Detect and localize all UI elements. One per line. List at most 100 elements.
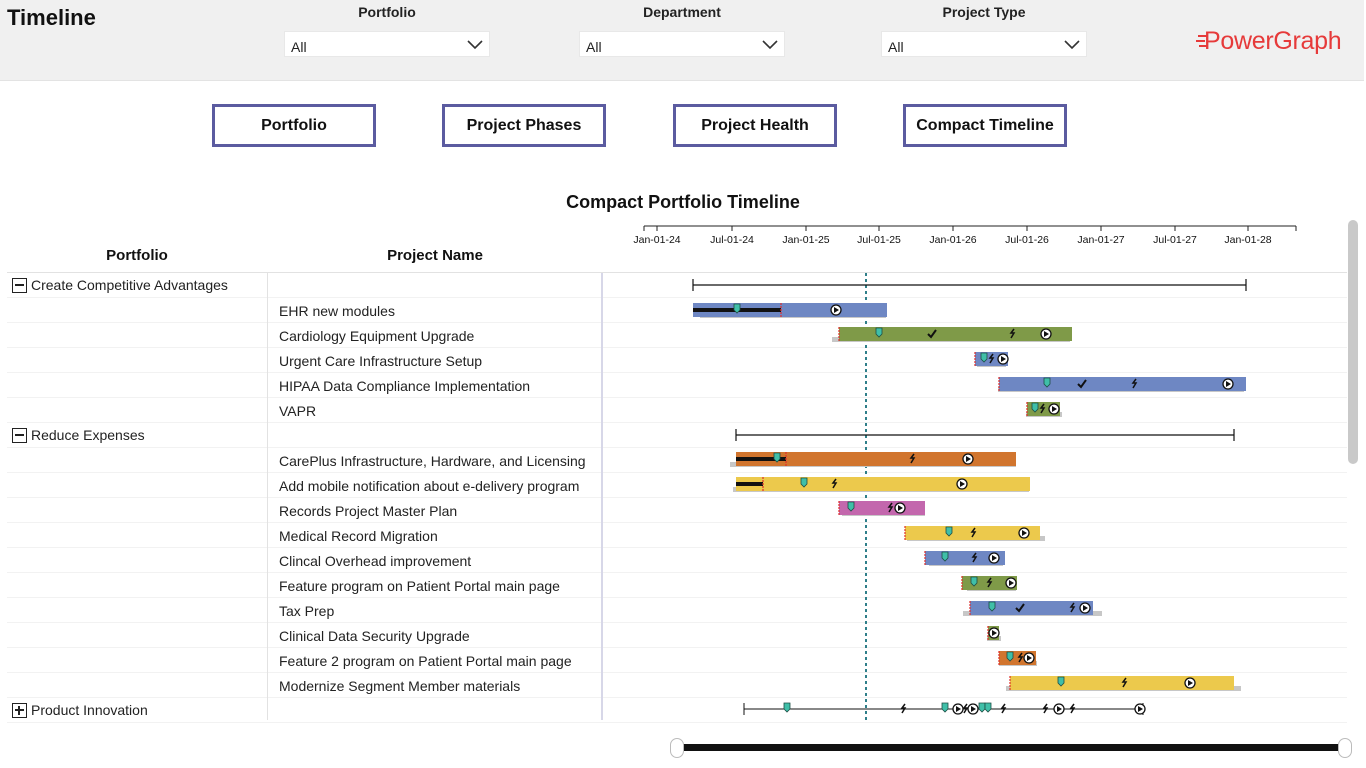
department-filter: Department All — [579, 3, 785, 57]
portfolio-dropdown[interactable]: All — [284, 31, 490, 57]
department-dropdown-value: All — [586, 39, 602, 55]
baseline-bar — [967, 586, 1016, 591]
portfolio-group-row: Create Competitive Advantages — [12, 277, 228, 293]
play-triangle-icon — [1027, 655, 1032, 661]
baseline-bar — [987, 636, 1001, 641]
chevron-down-icon — [1064, 40, 1080, 50]
play-circle-icon — [988, 552, 1000, 564]
row-divider — [7, 522, 1347, 523]
play-triangle-icon — [898, 505, 903, 511]
project-name-cell[interactable]: VAPR — [279, 403, 317, 419]
project-name-cell[interactable]: Add mobile notification about e-delivery… — [279, 478, 580, 494]
baseline-bar — [1026, 412, 1062, 417]
project-name-cell[interactable]: Feature 2 program on Patient Portal main… — [279, 653, 572, 669]
row-divider — [7, 672, 1347, 673]
project-name-cell[interactable]: EHR new modules — [279, 303, 395, 319]
play-triangle-icon — [966, 456, 971, 462]
portfolio-group-row: Product Innovation — [12, 702, 148, 718]
play-triangle-icon — [1022, 530, 1027, 536]
portfolio-filter: Portfolio All — [284, 3, 490, 57]
play-triangle-icon — [1057, 706, 1062, 712]
progress-bar — [736, 457, 786, 461]
lightning-icon — [1069, 703, 1076, 714]
expand-icon[interactable] — [12, 703, 27, 718]
checkmark-icon — [927, 329, 937, 339]
portfolio-column-header: Portfolio — [106, 247, 168, 264]
row-divider — [7, 597, 1347, 598]
project-type-dropdown-value: All — [888, 39, 904, 55]
column-divider — [601, 273, 603, 720]
project-type-dropdown[interactable]: All — [881, 31, 1087, 57]
collapse-icon[interactable] — [12, 428, 27, 443]
row-divider — [7, 572, 1347, 573]
row-divider — [7, 697, 1347, 698]
date-range-slider[interactable] — [679, 744, 1345, 751]
project-bar — [970, 601, 1093, 615]
project-type-filter: Project Type All — [881, 3, 1087, 57]
play-triangle-icon — [956, 706, 961, 712]
progress-bar — [736, 482, 763, 486]
play-triangle-icon — [1009, 580, 1014, 586]
baseline-bar — [999, 661, 1037, 666]
play-triangle-icon — [1138, 706, 1143, 712]
project-name-cell[interactable]: HIPAA Data Compliance Implementation — [279, 378, 531, 394]
collapse-icon[interactable] — [12, 278, 27, 293]
play-circle-icon — [967, 703, 979, 715]
project-name-cell[interactable]: Medical Record Migration — [279, 528, 438, 544]
department-dropdown[interactable]: All — [579, 31, 785, 57]
slider-end-handle[interactable] — [1338, 738, 1352, 758]
lightning-icon — [1069, 602, 1076, 613]
project-name-cell[interactable]: Tax Prep — [279, 603, 335, 619]
project-phases-button[interactable]: Project Phases — [442, 104, 606, 147]
play-triangle-icon — [971, 706, 976, 712]
project-name-cell[interactable]: Cardiology Equipment Upgrade — [279, 328, 475, 344]
play-circle-icon — [956, 478, 968, 490]
lightning-icon — [887, 502, 894, 513]
lightning-icon — [1121, 677, 1128, 688]
milestone-marker-icon — [980, 352, 988, 363]
baseline-bar — [733, 487, 1029, 492]
project-name-cell[interactable]: Clincal Overhead improvement — [279, 553, 472, 569]
slider-start-handle[interactable] — [670, 738, 684, 758]
play-circle-icon — [988, 627, 1000, 639]
milestone-marker-icon — [1043, 377, 1051, 388]
row-divider — [7, 397, 1347, 398]
baseline-bar — [977, 362, 1006, 367]
axis-tick-label: Jan-01-25 — [782, 234, 829, 246]
milestone-marker-icon — [1031, 402, 1039, 413]
project-name-cell[interactable]: Clinical Data Security Upgrade — [279, 628, 470, 644]
milestone-marker-icon — [941, 702, 949, 713]
lightning-icon — [986, 577, 993, 588]
chevron-down-icon — [467, 40, 483, 50]
baseline-bar — [1006, 686, 1241, 691]
project-name-cell[interactable]: Records Project Master Plan — [279, 503, 458, 519]
powergraph-logo: PowerGraph — [1196, 26, 1352, 56]
project-health-button[interactable]: Project Health — [673, 104, 837, 147]
milestone-marker-icon — [783, 702, 791, 713]
app-title: Timeline — [7, 5, 96, 30]
project-name-cell[interactable]: Modernize Segment Member materials — [279, 678, 521, 694]
project-name-column-header: Project Name — [387, 247, 483, 264]
row-divider — [7, 647, 1347, 648]
portfolio-button[interactable]: Portfolio — [212, 104, 376, 147]
vertical-scrollbar[interactable] — [1348, 220, 1358, 464]
project-bar — [1010, 676, 1234, 690]
project-bar — [905, 526, 1040, 540]
axis-tick-label: Jul-01-26 — [1005, 234, 1049, 246]
project-name-cell[interactable]: CarePlus Infrastructure, Hardware, and L… — [279, 453, 586, 469]
project-bar — [693, 303, 887, 317]
baseline-bar — [963, 611, 1102, 616]
compact-timeline-button[interactable]: Compact Timeline — [903, 104, 1067, 147]
milestone-marker-icon — [847, 501, 855, 512]
row-divider — [7, 472, 1347, 473]
milestone-marker-icon — [984, 702, 992, 713]
project-bar — [988, 626, 999, 640]
project-name-cell[interactable]: Feature program on Patient Portal main p… — [279, 578, 560, 594]
play-triangle-icon — [992, 630, 997, 636]
baseline-bar — [907, 536, 1045, 541]
baseline-bar — [998, 387, 1244, 392]
project-bar — [975, 352, 1008, 366]
lightning-icon — [1000, 703, 1007, 714]
checkmark-icon — [1077, 379, 1087, 389]
project-name-cell[interactable]: Urgent Care Infrastructure Setup — [279, 353, 483, 369]
